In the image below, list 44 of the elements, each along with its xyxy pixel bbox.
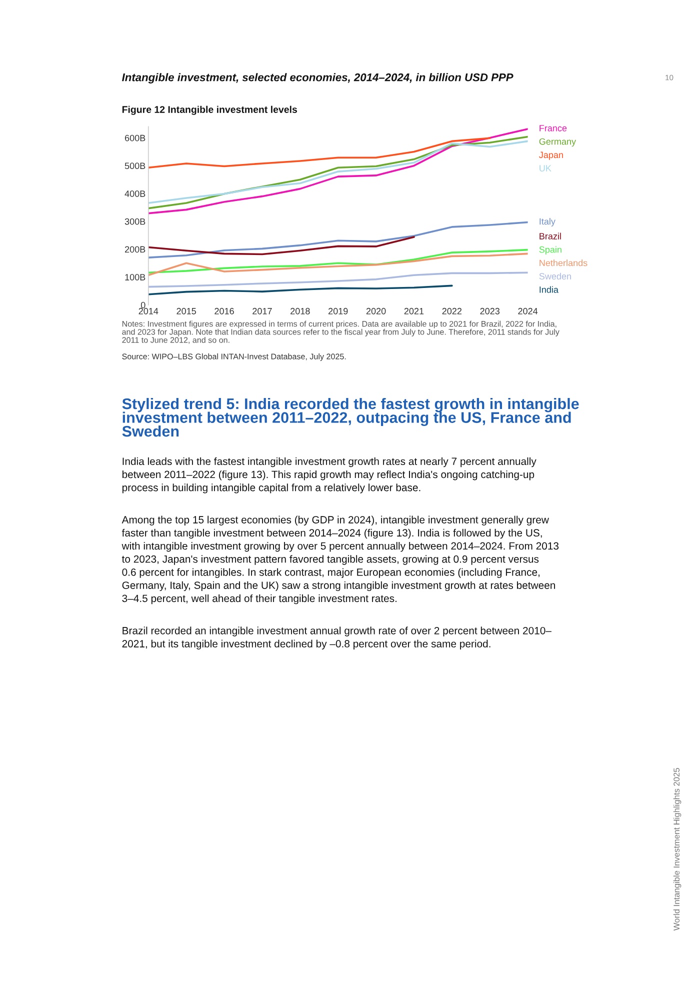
line-series bbox=[148, 236, 415, 256]
text: India leads with the fastest intangible investment growth rates at nearly 7 percent annually between 2011–2022 (figure 13). This rapid growth may reflect India's ongoing catching-up process in building intangible capital from a relatively lower base. bbox=[122, 457, 536, 494]
y-tick-label: 600B bbox=[125, 134, 146, 142]
y-tick-label: 200B bbox=[124, 246, 146, 253]
text: World Intangible Investment Highlights 2025 bbox=[673, 768, 682, 931]
chart-subtitle: Figure 12 Intangible investment levels bbox=[122, 106, 297, 115]
y-tick-label: 500B bbox=[124, 162, 146, 170]
x-tick-label: 2018 bbox=[290, 308, 310, 314]
text: Brazil recorded an intangible investment annual growth rate of over 2 percent between 2010– 2021, but its tangible investment declined by –0.8 percent over the same period. bbox=[122, 626, 552, 650]
x-tick-label: 2021 bbox=[404, 308, 424, 314]
y-tick-label: 300B bbox=[124, 218, 146, 225]
x-tick-label: 2015 bbox=[176, 308, 196, 314]
line-series bbox=[148, 252, 528, 276]
text: Brazil bbox=[540, 232, 561, 240]
x-tick-label: 2014 bbox=[138, 308, 158, 314]
series-label: Germany bbox=[539, 138, 576, 147]
series-label: Italy bbox=[540, 218, 556, 226]
x-tick-label: 2017 bbox=[252, 308, 272, 314]
text: Notes: Investment figures are expressed in terms of current prices. Data are available up to 2021 for Brazil, 2022 for India, and 2023 for Japan. Note that Indian data sources refer to the fiscal year from July to June. Therefore, 2011 stands for July 2011 to June 2012, and so on. bbox=[122, 320, 560, 344]
text: Japan bbox=[539, 152, 563, 160]
y-tick-label: 100B bbox=[125, 274, 146, 280]
x-tick-label: 2022 bbox=[442, 308, 462, 314]
x-tick-label: 2024 bbox=[518, 308, 538, 314]
x-tick-label: 2023 bbox=[480, 308, 500, 314]
x-tick-label: 2016 bbox=[214, 308, 234, 314]
text: Stylized trend 5: India recorded the fastest growth in intangible investment between 2011–2022, outpacing the US, France and Sweden bbox=[122, 398, 579, 437]
line-series bbox=[148, 284, 453, 296]
line-series bbox=[148, 248, 528, 274]
y-tick-label: 400B bbox=[124, 190, 146, 197]
x-tick-label: 2020 bbox=[366, 308, 386, 314]
x-tick-label: 2019 bbox=[328, 308, 348, 314]
line-series bbox=[148, 221, 528, 258]
series-label: Netherlands bbox=[540, 260, 588, 266]
series-label: Sweden bbox=[539, 272, 571, 280]
line-series bbox=[148, 137, 491, 169]
text: UK bbox=[540, 165, 552, 172]
text: India bbox=[540, 286, 558, 293]
text: Among the top 15 largest economies (by GDP in 2024), intangible investment generally grew faster than tangible investment between 2014–2024 (figure 13). India is followed by the US, with intangible investment growing by over 5 percent annually between 2014–2024. From 2013 to 2023, Japan's investment pattern favored tangible assets, growing at 0.9 percent versus 0.6 percent for intangibles. In stark contrast, major European economies (including France, Germany, Italy, Spain and the UK) saw a strong intangible investment growth at rates between 3–4.5 percent, well ahead of their tangible investment rates. bbox=[122, 516, 559, 604]
series-label: France bbox=[540, 125, 567, 132]
line-series bbox=[148, 272, 528, 288]
y-tick-label: 0 bbox=[140, 302, 146, 308]
chart-title: Intangible investment, selected economies, 2014–2024, in billion USD PPP bbox=[122, 73, 514, 84]
source-note: Source: WIPO–LBS Global INTAN-Invest Database, July 2025. bbox=[122, 353, 346, 361]
series-label: Spain bbox=[539, 246, 562, 255]
